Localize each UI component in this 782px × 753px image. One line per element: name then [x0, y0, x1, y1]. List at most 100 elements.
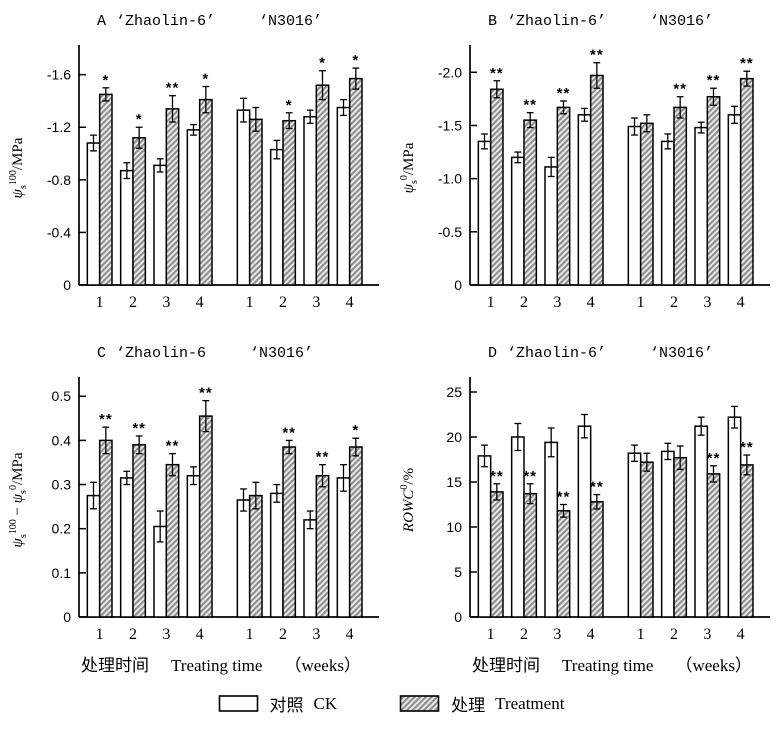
treatment-swatch-icon: [399, 694, 440, 712]
x-tick-label: 1: [637, 294, 645, 311]
ck-bar: [544, 441, 559, 618]
x-tick-label: 3: [312, 294, 320, 311]
y-axis-title: ψs0/MPa: [399, 142, 420, 193]
y-tick-label: 0.5: [52, 388, 72, 404]
ck-bar: [303, 115, 318, 286]
y-tick-label: -1.2: [47, 119, 71, 135]
significance-marker: **: [99, 411, 113, 428]
panel-letter: B: [488, 13, 498, 30]
significance-marker: **: [740, 439, 754, 456]
significance-marker: **: [557, 489, 571, 506]
x-axis-label-cn: 处理时间: [81, 656, 149, 675]
x-tick-label: 1: [246, 294, 254, 311]
significance-marker: **: [523, 468, 537, 485]
treatment-bar: [198, 415, 213, 618]
y-tick-label: 20: [446, 429, 462, 445]
significance-marker: **: [316, 449, 330, 466]
treatment-bar: [556, 510, 571, 618]
treatment-bar: [523, 492, 538, 618]
x-tick-label: 3: [703, 294, 711, 311]
significance-marker: **: [590, 47, 604, 64]
panel-c-chart: 0 0.1 0.2 0.3 0.4 0.5 ψs100 − ψs0/MPa ** 1 ** 2 ** 3…: [8, 377, 379, 643]
x-tick-label: 4: [737, 626, 745, 643]
y-tick-label: -0.8: [47, 172, 71, 188]
treatment-bar: [589, 74, 604, 286]
y-tick-label: 10: [446, 519, 462, 535]
significance-marker: *: [352, 422, 359, 439]
treatment-bar: [98, 439, 113, 618]
y-tick-label: 0: [454, 609, 462, 625]
legend-ck-label-en: CK: [313, 693, 338, 713]
treatment-bar: [739, 464, 754, 618]
x-tick-label: 3: [162, 294, 170, 311]
x-tick-label: 2: [129, 626, 137, 643]
x-tick-label: 1: [487, 294, 495, 311]
ck-bar: [660, 450, 675, 618]
x-axis-label-cn: 处理时间: [472, 656, 540, 675]
x-axis-label: 处理时间 Treating time （weeks）: [472, 651, 782, 677]
treatment-bar: [165, 463, 180, 618]
legend-item-ck: 对照 CK: [218, 691, 338, 716]
ck-bar: [510, 156, 525, 286]
significance-marker: *: [102, 72, 109, 89]
x-tick-label: 3: [553, 626, 561, 643]
treatment-bar: [132, 444, 147, 618]
y-tick-label: -1.0: [438, 171, 462, 187]
x-tick-label: 2: [279, 626, 287, 643]
x-tick-label: 1: [246, 626, 254, 643]
significance-marker: **: [132, 420, 146, 437]
bottom-row: C ‘Zhaolin-6 ‘N3016’ 0 0.1 0.2 0.3 0.4 0.5 ψs100…: [0, 319, 782, 677]
ck-bar: [336, 106, 351, 286]
significance-marker: *: [286, 97, 293, 114]
panel-b-chart: 0 -0.5 -1.0 -1.5 -2.0 ψs0/MPa ** 1 ** 2 ** 3 ** 4 1 ** 2…: [399, 45, 770, 311]
significance-marker: *: [319, 55, 326, 72]
ck-bar: [236, 109, 251, 286]
ck-bar: [727, 416, 742, 618]
x-tick-label: 4: [587, 294, 595, 311]
significance-marker: *: [136, 111, 143, 128]
treatment-bar: [282, 119, 297, 286]
y-tick-label: 0.1: [52, 565, 72, 581]
ck-bar: [694, 126, 709, 286]
y-tick-label: 0: [454, 277, 462, 293]
treatment-bar: [248, 494, 263, 618]
x-tick-label: 3: [312, 626, 320, 643]
ck-bar: [627, 125, 642, 286]
treatment-bar: [315, 84, 330, 286]
y-tick-label: 0: [63, 609, 71, 625]
significance-marker: **: [490, 468, 504, 485]
legend-ck-label-cn: 对照: [269, 696, 304, 715]
ck-bar: [336, 477, 351, 618]
x-tick-label: 1: [637, 626, 645, 643]
y-tick-label: -0.5: [438, 224, 462, 240]
treatment-bar: [673, 106, 688, 286]
x-tick-label: 4: [737, 294, 745, 311]
x-tick-label: 1: [487, 626, 495, 643]
y-tick-label: -2.0: [438, 64, 462, 80]
treatment-bar: [489, 88, 504, 286]
ck-bar: [186, 474, 201, 618]
treatment-bar: [673, 456, 688, 618]
panel-d-title: D ‘Zhaolin-6’ ‘N3016’: [488, 345, 782, 367]
treatment-bar: [556, 106, 571, 286]
cultivar-1-title: ‘Zhaolin-6’: [507, 13, 607, 30]
y-axis-title: ROWC0/%: [399, 468, 417, 533]
x-tick-label: 2: [129, 294, 137, 311]
significance-marker: **: [740, 55, 754, 72]
top-row: A ‘Zhaolin-6’ ‘N3016’ 0 -0.4 -0.8 -1.2 -1.6 ψs1…: [0, 4, 782, 319]
ck-bar: [86, 494, 101, 618]
x-tick-label: 3: [553, 294, 561, 311]
significance-marker: **: [523, 97, 537, 114]
y-tick-label: 0: [63, 277, 71, 293]
ck-bar: [119, 477, 134, 618]
ck-bar: [86, 142, 101, 286]
ck-bar: [544, 166, 559, 286]
ck-bar: [627, 452, 642, 618]
x-tick-label: 2: [520, 626, 528, 643]
panel-a: A ‘Zhaolin-6’ ‘N3016’ 0 -0.4 -0.8 -1.2 -1.6 ψs1…: [0, 4, 391, 319]
x-axis-label: 处理时间 Treating time （weeks）: [81, 651, 391, 677]
panel-b-title: B ‘Zhaolin-6’ ‘N3016’: [488, 13, 782, 35]
significance-marker: **: [707, 72, 721, 89]
x-tick-label: 3: [162, 626, 170, 643]
x-tick-label: 2: [670, 294, 678, 311]
